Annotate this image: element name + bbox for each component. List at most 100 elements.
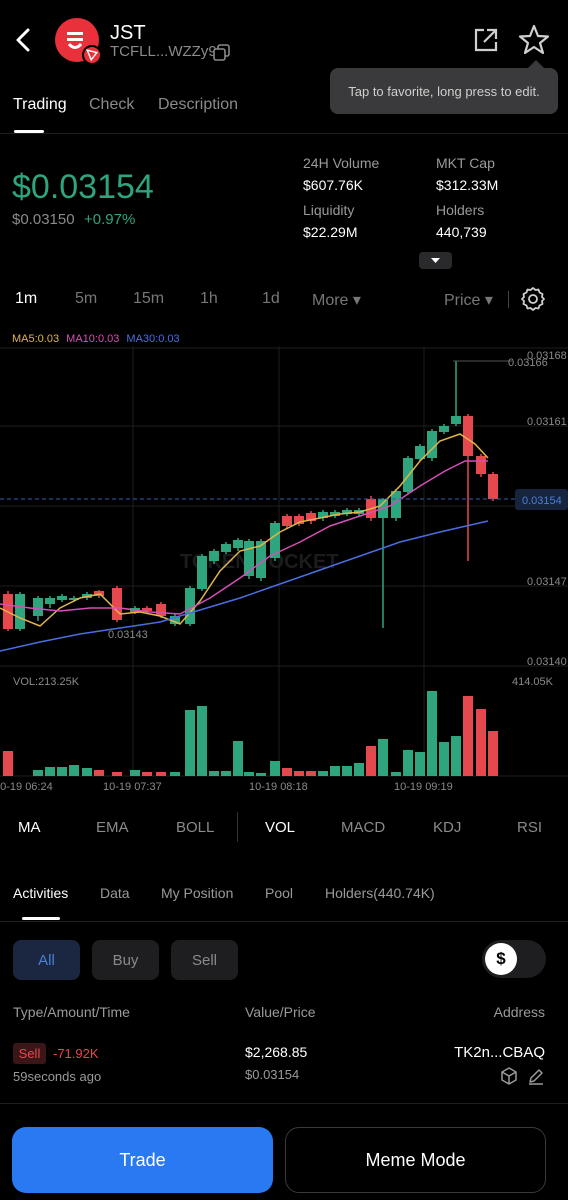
indicator-ma[interactable]: MA [18,819,41,836]
ma30-label: MA30:0.03 [126,333,180,345]
volume-bar [463,696,473,776]
gear-icon[interactable] [520,286,546,312]
header-type: Type/Amount/Time [13,1004,130,1020]
filter-all-button[interactable]: All [13,940,80,980]
volume-bar [488,731,498,776]
candle [33,598,43,616]
volume-bar [378,739,388,776]
volume-bar [130,770,140,776]
token-logo [55,18,102,65]
filter-buy-button[interactable]: Buy [92,940,159,980]
volume-bar [306,771,316,776]
share-icon[interactable] [472,26,500,54]
candle [197,556,207,589]
ma5-line [0,433,489,627]
header-address: Address [493,1004,545,1020]
tab-check[interactable]: Check [89,96,135,113]
ma-legend: MA5:0.03 MA10:0.03 MA30:0.03 [12,333,180,345]
candle [427,431,437,458]
edit-pencil-icon[interactable] [526,1066,546,1086]
indicator-vol[interactable]: VOL [265,819,296,836]
indicator-kdj[interactable]: KDJ [433,819,462,836]
candle [306,513,316,521]
price-toggle[interactable]: Price ▾ [444,292,493,309]
currency-toggle[interactable]: $ [482,940,546,978]
volume-bar [69,765,79,776]
back-arrow-icon[interactable] [8,22,38,58]
volume-bar [33,770,43,776]
candle [156,604,166,616]
volume-bar [197,706,207,776]
volume-bar [142,772,152,776]
copy-icon[interactable] [212,43,232,61]
time-label: 10-19 09:19 [394,781,453,791]
indicator-macd[interactable]: MACD [341,819,386,836]
stat-value-holders: 440,739 [436,224,487,240]
activity-tab-underline [22,917,60,920]
candle [112,588,122,620]
axis-price-label: 0.03161 [527,416,567,428]
volume-max-label: 414.05K [512,676,554,688]
candle [342,510,352,514]
header-value: Value/Price [245,1004,316,1020]
volume-bar [427,691,437,776]
candle [476,456,486,474]
candle [439,426,449,432]
tab-holders[interactable]: Holders(440.74K) [325,885,435,901]
time-label: 10-19 08:18 [249,781,308,791]
volume-bar [451,736,461,776]
volume-label: VOL:213.25K [13,676,80,688]
volume-bars-layer [3,691,498,776]
candle [170,616,180,624]
indicator-ema[interactable]: EMA [96,819,129,836]
caret-down-icon [431,258,440,263]
timeframe-more[interactable]: More ▾ [312,292,361,309]
tab-pool[interactable]: Pool [265,885,294,901]
volume-bar [354,763,364,776]
current-price-tag [515,489,568,510]
stat-value-mktcap: $312.33M [436,177,499,193]
tab-activities[interactable]: Activities [13,885,69,901]
candle [45,598,55,604]
indicator-rsi[interactable]: RSI [517,819,543,836]
candle [142,608,152,611]
timeframe-15m[interactable]: 15m [133,290,165,307]
top-tabs: Trading Check Description [0,92,568,134]
tab-trading[interactable]: Trading [13,96,67,113]
trade-button[interactable]: Trade [12,1127,273,1193]
volume-bar [3,751,13,776]
volume-bar [270,761,280,776]
stat-label-volume: 24H Volume [303,155,380,171]
volume-bar [244,772,254,776]
cube-icon[interactable] [499,1066,519,1086]
axis-price-label: 0.03168 [527,350,567,362]
stat-label-mktcap: MKT Cap [436,155,495,171]
candle [330,512,340,516]
candlestick-chart[interactable]: TOKEN POCKET 0.03154 0.03168 0.03161 0.0… [0,346,568,791]
candle [209,551,219,561]
candle [488,474,498,499]
volume-bar [233,741,243,776]
trade-address[interactable]: TK2n...CBAQ [454,1044,545,1061]
candle [185,588,195,624]
timeframe-1h[interactable]: 1h [200,290,218,307]
timeframe-1m[interactable]: 1m [15,290,38,307]
volume-bar [221,771,231,776]
favorite-tooltip: Tap to favorite, long press to edit. [330,60,558,114]
volume-bar [366,746,376,776]
expand-stats-button[interactable] [419,252,452,269]
token-name: JST [110,22,146,44]
indicator-boll[interactable]: BOLL [176,819,215,836]
meme-mode-button[interactable]: Meme Mode [285,1127,546,1193]
favorite-star-icon[interactable] [517,23,551,57]
tab-description[interactable]: Description [158,96,239,113]
filter-sell-button[interactable]: Sell [171,940,238,980]
tab-data[interactable]: Data [100,885,130,901]
timeframe-5m[interactable]: 5m [75,290,98,307]
previous-price: $0.03150 [12,211,75,228]
candle [270,523,280,558]
indicator-divider [237,812,238,842]
candle [294,516,304,524]
tab-my-position[interactable]: My Position [161,885,234,901]
timeframe-1d[interactable]: 1d [262,290,280,307]
